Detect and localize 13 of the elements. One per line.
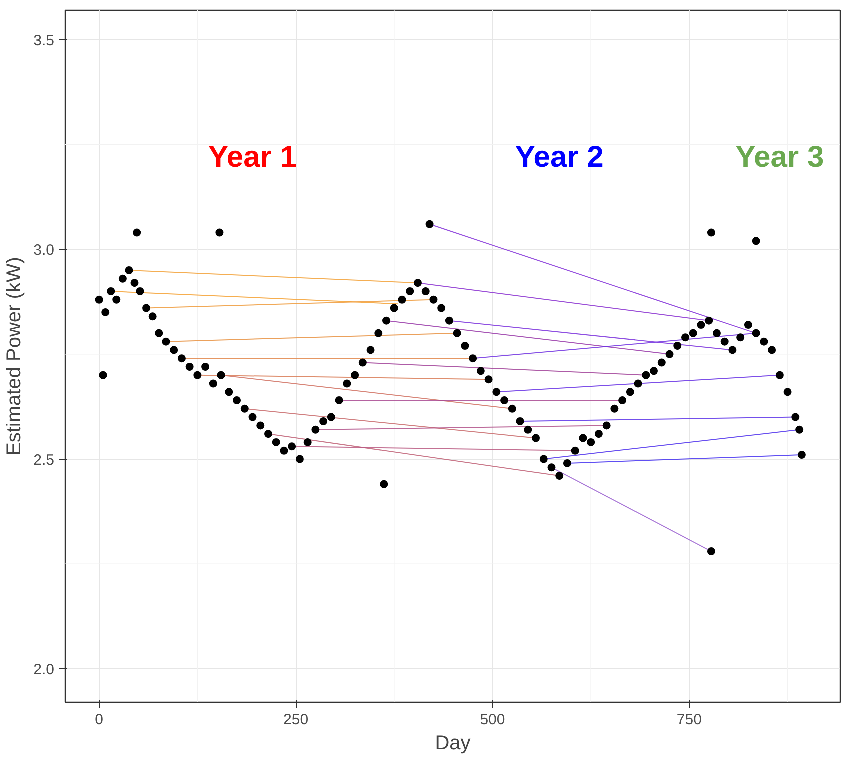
y-tick-label: 2.5 bbox=[34, 452, 55, 469]
x-tick-label: 0 bbox=[95, 712, 104, 728]
x-axis-title: Day bbox=[435, 732, 471, 754]
annotation: Year 1 bbox=[208, 140, 297, 174]
x-tick-label: 250 bbox=[284, 712, 309, 728]
x-tick-label: 500 bbox=[480, 712, 506, 728]
y-axis-title: Estimated Power (kW) bbox=[4, 257, 26, 456]
annotation: Year 3 bbox=[736, 140, 824, 174]
annotation: Year 2 bbox=[515, 140, 604, 174]
y-tick-label: 2.0 bbox=[34, 661, 55, 678]
y-tick-label: 3.5 bbox=[34, 32, 55, 50]
y-tick-label: 3.0 bbox=[34, 242, 55, 260]
x-tick-label: 750 bbox=[676, 712, 702, 728]
